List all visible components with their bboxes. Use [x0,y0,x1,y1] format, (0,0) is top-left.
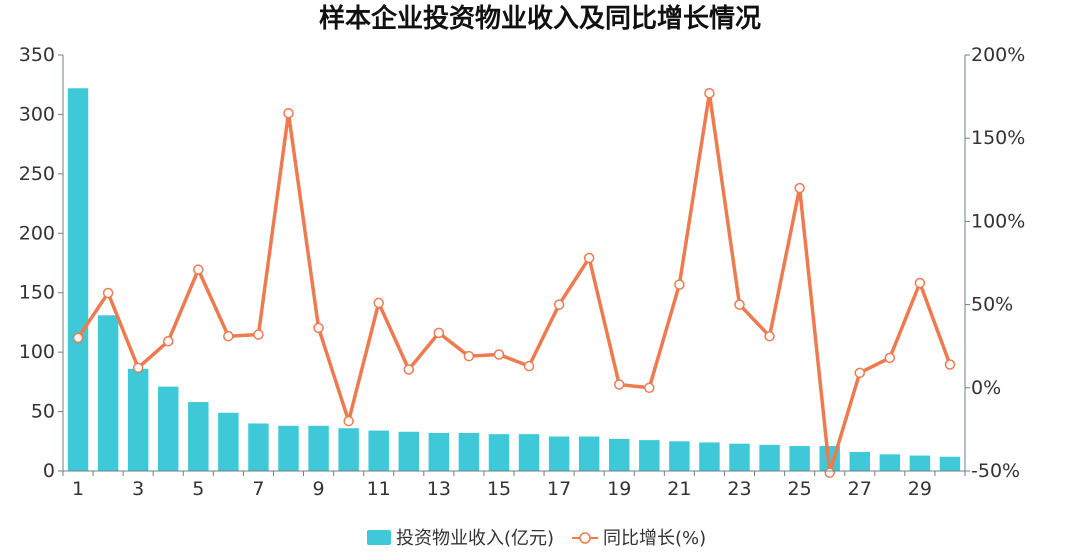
line-point[interactable] [463,350,475,362]
left-tick-label: 350 [19,44,55,66]
right-tick-label: 200% [971,44,1025,66]
line-point[interactable] [343,415,354,427]
line-point[interactable] [102,287,114,299]
bar[interactable] [639,440,660,471]
line-point[interactable] [824,467,835,478]
bar[interactable] [308,425,329,471]
bar[interactable] [428,432,450,471]
bar[interactable] [518,434,540,471]
bar[interactable] [97,315,119,471]
line-point[interactable] [373,297,384,309]
x-tick-label: 11 [367,478,391,500]
bar[interactable] [879,454,901,471]
line-point[interactable] [523,360,535,372]
line-point[interactable] [132,362,144,374]
bar[interactable] [548,436,570,471]
x-tick-label: 7 [252,478,264,500]
line-series [72,88,956,478]
chart-title: 样本企业投资物业收入及同比增长情况 [319,3,761,34]
x-tick-label: 3 [132,478,144,500]
left-tick-label: 250 [19,163,55,185]
growth-line [76,91,952,475]
line-point[interactable] [794,182,805,194]
line-point[interactable] [253,329,264,340]
x-tick-label: 5 [192,478,204,500]
right-tick-label: 50% [971,294,1013,316]
bar[interactable] [458,432,480,471]
left-tick-label: 150 [19,282,55,304]
left-tick-label: 300 [19,103,55,125]
legend-line-label[interactable]: 同比增长(%) [603,528,706,549]
line-point[interactable] [644,382,655,394]
left-tick-label: 50 [31,401,55,423]
x-tick-label: 9 [313,478,325,500]
bar[interactable] [338,428,359,471]
legend-line-marker [579,532,591,544]
legend[interactable]: 投资物业收入(亿元) 同比增长(%) [367,528,706,549]
line-point[interactable] [313,322,324,334]
line-point[interactable] [884,352,896,364]
line-point[interactable] [193,264,204,275]
bar[interactable] [909,455,931,471]
bar[interactable] [278,425,299,471]
x-tick-label: 25 [788,478,812,500]
left-tick-label: 100 [19,341,55,363]
x-tick-label: 15 [487,478,511,500]
line-point[interactable] [553,299,565,310]
bar[interactable] [158,386,179,471]
bar[interactable] [578,436,600,471]
bar-series [67,88,961,471]
left-tick-label: 200 [19,222,55,244]
line-point[interactable] [764,330,775,342]
x-tick-label: 21 [667,478,691,500]
right-tick-label: 100% [971,210,1025,232]
bar[interactable] [368,430,389,471]
legend-bar-label[interactable]: 投资物业收入(亿元) [396,528,554,549]
line-point[interactable] [223,330,234,342]
x-tick-label: 29 [908,478,932,500]
x-tick-label: 17 [547,478,571,500]
bar[interactable] [759,444,780,471]
line-point[interactable] [583,252,595,264]
line-point[interactable] [72,332,84,344]
bar[interactable] [939,456,961,471]
bar[interactable] [67,88,89,471]
legend-bar-swatch[interactable] [367,530,391,545]
left-tick-label: 0 [43,460,55,482]
axes: 0 50 100 150 200 250 300 350 -50% 0% 50% 100% 150% 20… [19,44,1026,500]
bar[interactable] [248,423,269,471]
bar[interactable] [398,431,419,471]
line-point[interactable] [854,367,866,379]
right-tick-label: 0% [971,377,1001,399]
x-tick-label: 13 [427,478,451,500]
bar[interactable] [699,442,720,471]
line-point[interactable] [734,299,745,310]
line-point[interactable] [704,88,715,99]
line-point[interactable] [283,107,294,119]
bar[interactable] [218,412,239,471]
line-point[interactable] [162,335,174,347]
bar[interactable] [127,368,149,471]
bar[interactable] [609,438,630,471]
x-tick-label: 23 [727,478,751,500]
right-tick-label: -50% [971,460,1020,482]
line-point[interactable] [433,327,445,339]
line-point[interactable] [403,364,415,375]
line-point[interactable] [914,277,926,289]
x-tick-label: 19 [607,478,631,500]
line-point[interactable] [613,379,625,390]
line-point[interactable] [674,279,685,290]
bar[interactable] [729,443,750,471]
bar[interactable] [789,446,810,471]
bar[interactable] [488,434,510,471]
right-tick-label: 150% [971,127,1025,149]
bar[interactable] [669,441,690,471]
line-point[interactable] [493,349,505,360]
bar[interactable] [188,402,209,471]
x-tick-label: 1 [72,478,84,500]
bar[interactable] [849,451,870,471]
line-point[interactable] [944,359,956,370]
x-tick-label: 27 [848,478,872,500]
